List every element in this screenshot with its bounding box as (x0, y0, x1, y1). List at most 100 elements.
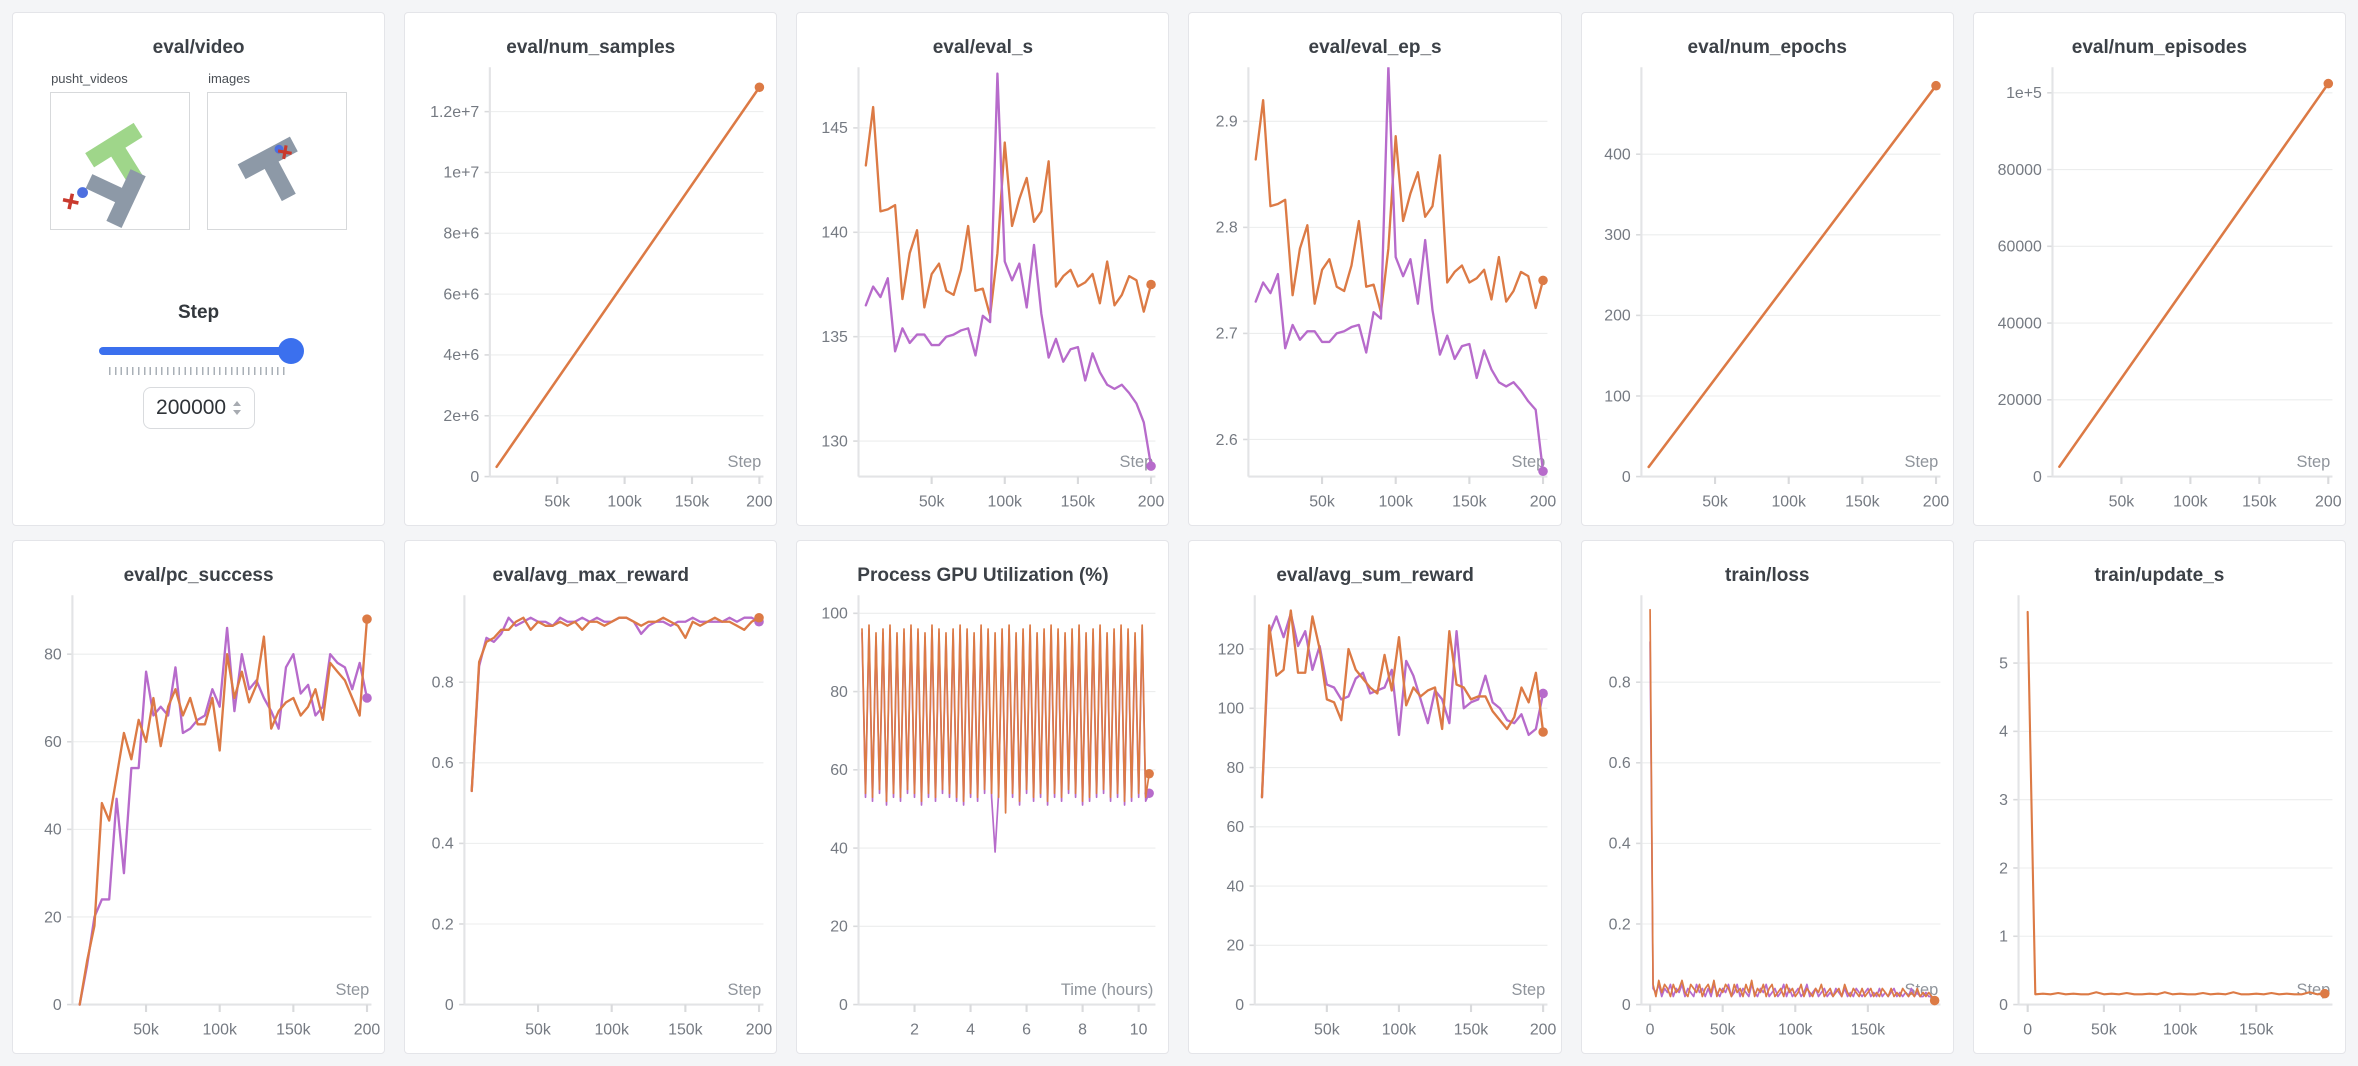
svg-text:50k: 50k (1310, 493, 1336, 510)
svg-text:1e+7: 1e+7 (444, 165, 480, 182)
svg-text:100k: 100k (202, 1021, 237, 1038)
svg-text:0.6: 0.6 (1608, 755, 1630, 772)
agent-dot (77, 187, 89, 198)
svg-text:100k: 100k (2173, 493, 2208, 510)
svg-text:Step: Step (2296, 453, 2330, 471)
svg-text:20000: 20000 (1997, 392, 2041, 409)
svg-text:200: 200 (2315, 493, 2342, 510)
media-item-images: images (207, 71, 348, 230)
svg-text:Step: Step (1512, 453, 1546, 471)
gray-t-shape (85, 169, 146, 229)
spinner-down-icon[interactable] (233, 410, 242, 415)
svg-text:8e+6: 8e+6 (444, 226, 480, 243)
svg-text:400: 400 (1604, 147, 1631, 164)
svg-text:6: 6 (1022, 1021, 1031, 1038)
svg-text:150k: 150k (1453, 493, 1488, 510)
svg-text:Step: Step (1512, 981, 1546, 999)
svg-text:8: 8 (1079, 1021, 1088, 1038)
svg-text:50k: 50k (2108, 493, 2134, 510)
goal-cross-icon (62, 193, 79, 210)
svg-text:60: 60 (44, 734, 62, 751)
svg-text:300: 300 (1604, 227, 1631, 244)
svg-text:0.8: 0.8 (432, 675, 454, 692)
video-media-row: pusht_videos images (13, 71, 384, 230)
svg-text:140: 140 (822, 225, 849, 242)
panel-gpu-utilization: Process GPU Utilization (%) 0 20 40 60 80 100… (796, 540, 1170, 1054)
chart-canvas-num-samples[interactable]: 0 2e+6 4e+6 6e+6 8e+6 1e+7 1.2e+7 50k 100k 150k 20… (405, 63, 776, 525)
svg-text:80: 80 (831, 684, 849, 701)
panel-eval-pc-success: eval/pc_success 0 20 40 60 80 50k 100k 150k 200 S… (12, 540, 386, 1054)
svg-text:200: 200 (1922, 493, 1949, 510)
svg-text:100k: 100k (1778, 1021, 1813, 1038)
chart-canvas-num-epochs[interactable]: 0 100 200 300 400 50k 100k 150k 200 Step (1582, 63, 1953, 525)
step-value[interactable]: 200000 (156, 396, 227, 419)
media-label-pusht-videos: pusht_videos (51, 71, 128, 86)
svg-text:200: 200 (746, 1021, 773, 1038)
svg-text:0: 0 (2033, 469, 2042, 486)
svg-text:150k: 150k (2242, 493, 2277, 510)
chart-title: train/update_s (2094, 565, 2225, 586)
panel-train-update-s: train/update_s 0 1 2 3 4 5 0 50k 100k 150k Step (1972, 540, 2346, 1054)
svg-text:1: 1 (1999, 929, 2008, 946)
svg-text:4e+6: 4e+6 (444, 347, 480, 364)
svg-text:5: 5 (1999, 655, 2008, 672)
svg-text:0.8: 0.8 (1608, 675, 1630, 692)
spinner-up-icon[interactable] (233, 401, 242, 406)
svg-text:50k: 50k (2091, 1021, 2117, 1038)
chart-canvas-eval-s[interactable]: 130 135 140 145 50k 100k 150k 200 Step (797, 63, 1168, 525)
panel-eval-num-samples: eval/num_samples 0 2e+6 4e+6 6e+6 8e+6 1e+7 1.… (404, 12, 778, 526)
step-slider[interactable] (98, 338, 304, 364)
chart-canvas-avg-max-reward[interactable]: 0 0.2 0.4 0.6 0.8 50k 100k 150k 200 Step (405, 591, 776, 1053)
chart-title: Process GPU Utilization (%) (857, 565, 1109, 586)
step-number-input[interactable]: 200000 (142, 387, 255, 429)
step-spinner[interactable] (233, 401, 242, 415)
chart-title: eval/num_epochs (1687, 37, 1847, 58)
pusht-video-thumbnail[interactable] (50, 92, 191, 230)
svg-text:150k: 150k (2239, 1021, 2274, 1038)
svg-text:0.4: 0.4 (432, 836, 454, 853)
panel-eval-num-episodes: eval/num_episodes 0 20000 40000 60000 80000 1… (1972, 12, 2346, 526)
svg-text:50k: 50k (1702, 493, 1728, 510)
svg-text:60000: 60000 (1997, 239, 2041, 256)
chart-canvas-gpu-utilization[interactable]: 0 20 40 60 80 100 2 4 6 8 10 Time (hours) (797, 591, 1168, 1053)
svg-text:0.2: 0.2 (432, 916, 454, 933)
chart-canvas-eval-ep-s[interactable]: 2.6 2.7 2.8 2.9 50k 100k 150k 200 Step (1189, 63, 1560, 525)
step-slider-label: Step (177, 302, 220, 323)
svg-text:0.4: 0.4 (1608, 836, 1630, 853)
svg-text:Step: Step (728, 453, 762, 471)
svg-text:40000: 40000 (1997, 315, 2041, 332)
svg-text:50k: 50k (133, 1021, 159, 1038)
panel-eval-video: eval/video pusht_videos (12, 12, 386, 526)
svg-text:50k: 50k (1710, 1021, 1736, 1038)
svg-text:Step: Step (1120, 453, 1154, 471)
svg-text:150k: 150k (1845, 493, 1880, 510)
chart-title: eval/avg_max_reward (492, 565, 689, 586)
svg-text:40: 40 (44, 822, 62, 839)
svg-text:Step: Step (336, 981, 370, 999)
svg-text:0: 0 (471, 469, 480, 486)
svg-text:150k: 150k (675, 493, 710, 510)
goal-cross-icon (277, 145, 293, 160)
svg-text:20: 20 (831, 919, 849, 936)
svg-text:0: 0 (839, 997, 848, 1014)
svg-text:20: 20 (1227, 938, 1245, 955)
chart-title: eval/eval_s (932, 37, 1034, 58)
svg-text:150k: 150k (1850, 1021, 1885, 1038)
chart-canvas-pc-success[interactable]: 0 20 40 60 80 50k 100k 150k 200 Step (13, 591, 384, 1053)
chart-canvas-num-episodes[interactable]: 0 20000 40000 60000 80000 1e+5 50k 100k 150k 200 S… (1974, 63, 2345, 525)
step-slider-track[interactable] (98, 347, 299, 355)
chart-canvas-avg-sum-reward[interactable]: 0 20 40 60 80 100 120 50k 100k 150k 200 Step (1189, 591, 1560, 1053)
svg-text:0: 0 (1645, 1021, 1654, 1038)
svg-text:0: 0 (445, 997, 454, 1014)
images-thumbnail[interactable] (207, 92, 348, 230)
panel-eval-eval-s: eval/eval_s 130 135 140 145 50k 100k 150k 200 St… (796, 12, 1170, 526)
svg-text:80: 80 (44, 646, 62, 663)
step-slider-thumb[interactable] (277, 338, 304, 364)
svg-text:4: 4 (1999, 724, 2008, 741)
svg-text:60: 60 (1227, 819, 1245, 836)
svg-text:100k: 100k (988, 493, 1023, 510)
panel-eval-avg-max-reward: eval/avg_max_reward 0 0.2 0.4 0.6 0.8 50k 100k… (404, 540, 778, 1054)
chart-title: eval/avg_sum_reward (1276, 565, 1474, 586)
